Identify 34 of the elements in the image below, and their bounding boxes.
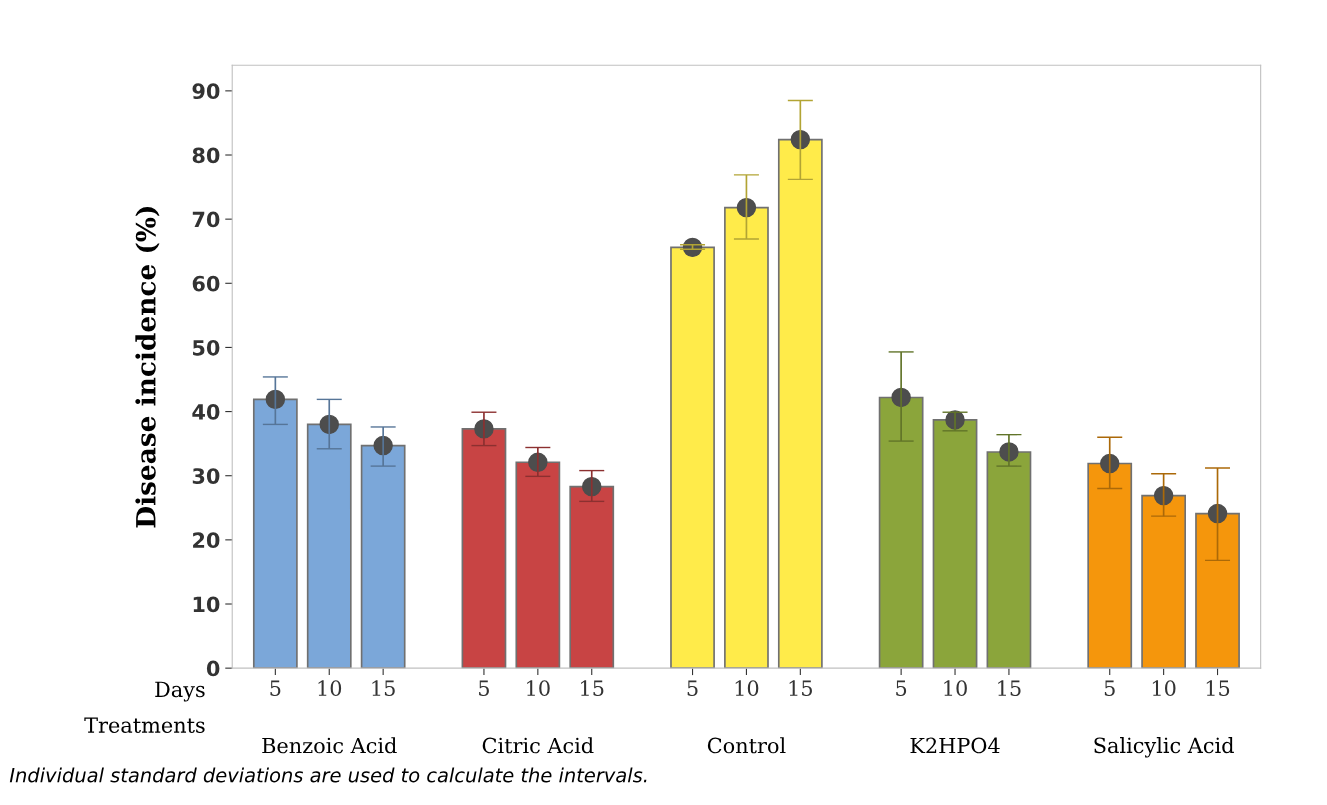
text: Individual standard deviations are used to calculate the intervals. bbox=[9, 767, 647, 783]
x-tick-label: 10 bbox=[735, 680, 759, 697]
y-tick-label: 30 bbox=[192, 468, 220, 484]
x-tick-label: 15 bbox=[1206, 680, 1230, 697]
x-tick-label: 5 bbox=[479, 680, 489, 697]
text: Salicylic Acid bbox=[1094, 737, 1234, 758]
y-tick-label: 0 bbox=[206, 660, 220, 677]
x-tick-label: 10 bbox=[1152, 680, 1176, 697]
x-tick-label: 5 bbox=[896, 680, 907, 697]
x-tick-label: 15 bbox=[998, 680, 1021, 697]
y-tick-label: 20 bbox=[193, 532, 220, 549]
y-tick-label: 60 bbox=[192, 275, 220, 292]
y-tick-label: 90 bbox=[192, 83, 220, 100]
x-tick-label: 15 bbox=[789, 680, 812, 697]
x-tick-label: 10 bbox=[527, 680, 550, 697]
x-tick-label: 15 bbox=[581, 680, 604, 697]
y-tick-label: 70 bbox=[192, 211, 220, 228]
text: Control bbox=[707, 737, 786, 754]
y-tick-label: 50 bbox=[193, 339, 220, 356]
text: Benzoic Acid bbox=[262, 737, 397, 754]
text: Days bbox=[155, 681, 205, 702]
text: Treatments bbox=[84, 717, 205, 733]
text: K2HPO4 bbox=[910, 737, 1000, 754]
y-axis-title: Disease incidence (%) bbox=[135, 207, 160, 528]
y-tick-label: 10 bbox=[193, 596, 220, 613]
x-tick-label: 5 bbox=[1104, 680, 1115, 697]
x-tick-label: 5 bbox=[270, 680, 281, 697]
x-tick-label: 10 bbox=[318, 680, 342, 697]
x-tick-label: 5 bbox=[687, 680, 698, 697]
y-tick-label: 40 bbox=[192, 404, 220, 420]
x-tick-label: 15 bbox=[372, 680, 395, 697]
text: Citric Acid bbox=[482, 737, 594, 754]
x-tick-label: 10 bbox=[944, 680, 967, 697]
y-tick-label: 80 bbox=[192, 147, 220, 164]
